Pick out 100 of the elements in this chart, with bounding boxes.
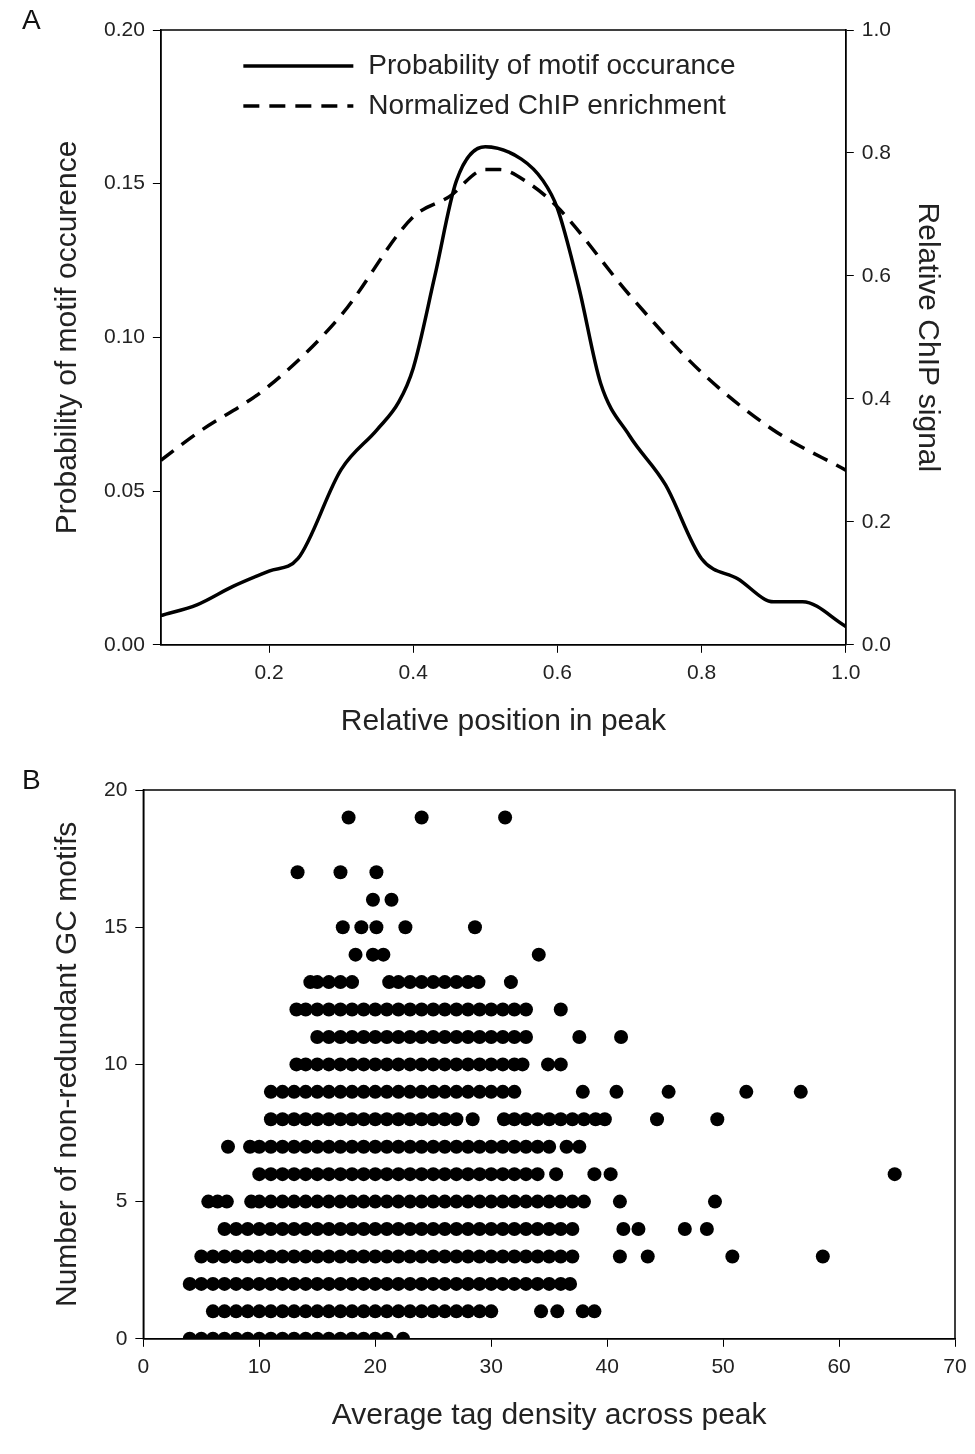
point <box>379 1084 394 1099</box>
point <box>484 1029 499 1044</box>
point <box>553 1194 568 1209</box>
point <box>437 1249 452 1264</box>
point <box>368 1112 383 1127</box>
point <box>240 1276 255 1291</box>
point <box>321 1057 336 1072</box>
point <box>333 1029 348 1044</box>
point <box>287 1249 302 1264</box>
point <box>240 1249 255 1264</box>
y-tick-label: 0.20 <box>104 16 145 40</box>
point <box>263 1139 278 1154</box>
point <box>368 1029 383 1044</box>
point <box>437 1084 452 1099</box>
point <box>368 1276 383 1291</box>
point <box>426 1276 441 1291</box>
point <box>345 1249 360 1264</box>
point <box>345 1222 360 1237</box>
point <box>449 1112 464 1127</box>
point <box>376 947 391 962</box>
point <box>321 1167 336 1182</box>
y2-tick-label: 0.4 <box>861 385 892 409</box>
point <box>565 1112 580 1127</box>
point <box>426 1167 441 1182</box>
point <box>614 1029 629 1044</box>
legend-label: Normalized ChIP enrichment <box>368 88 726 120</box>
point <box>365 892 380 907</box>
point <box>699 1222 714 1237</box>
point <box>542 1276 557 1291</box>
point <box>384 892 399 907</box>
point <box>461 1002 476 1017</box>
point <box>484 1194 499 1209</box>
x-tick-label: 0.4 <box>398 660 429 684</box>
point <box>725 1249 740 1264</box>
point <box>240 1222 255 1237</box>
point <box>793 1084 808 1099</box>
point <box>369 865 384 880</box>
point <box>461 1222 476 1237</box>
point <box>333 1139 348 1154</box>
point <box>467 920 482 935</box>
point <box>507 1084 522 1099</box>
x-axis-title: Average tag density across peak <box>331 1397 768 1431</box>
point <box>252 1276 267 1291</box>
point <box>549 1167 564 1182</box>
point <box>263 1222 278 1237</box>
point <box>356 1029 371 1044</box>
point <box>484 1139 499 1154</box>
x-tick-label: 10 <box>247 1354 271 1378</box>
point <box>484 1057 499 1072</box>
point <box>398 920 413 935</box>
point <box>572 1139 587 1154</box>
point <box>345 1084 360 1099</box>
point <box>368 1167 383 1182</box>
point <box>587 1304 602 1319</box>
point <box>287 1084 302 1099</box>
point <box>484 1276 499 1291</box>
point <box>356 1057 371 1072</box>
point <box>437 1139 452 1154</box>
point <box>437 1167 452 1182</box>
point <box>379 1029 394 1044</box>
point <box>290 865 305 880</box>
point <box>495 1194 510 1209</box>
point <box>345 1139 360 1154</box>
point <box>461 1304 476 1319</box>
point <box>426 1139 441 1154</box>
y2-tick-label: 0.2 <box>861 508 892 532</box>
point <box>484 1002 499 1017</box>
point <box>437 1304 452 1319</box>
point <box>205 1304 220 1319</box>
point <box>321 1139 336 1154</box>
point <box>403 1304 418 1319</box>
point <box>321 1112 336 1127</box>
point <box>345 1112 360 1127</box>
point <box>461 1276 476 1291</box>
point <box>530 1167 545 1182</box>
point <box>542 1139 557 1154</box>
point <box>559 1139 574 1154</box>
point <box>368 1222 383 1237</box>
y-axis-title: Probability of motif occurence <box>49 140 83 535</box>
point <box>461 1249 476 1264</box>
x-tick-label: 50 <box>711 1354 735 1378</box>
point <box>368 1304 383 1319</box>
point <box>495 1167 510 1182</box>
point <box>298 1249 313 1264</box>
y-tick-label: 0 <box>115 1325 128 1349</box>
point <box>449 1029 464 1044</box>
point <box>310 1167 325 1182</box>
point <box>287 1276 302 1291</box>
point <box>379 1276 394 1291</box>
point <box>472 1057 487 1072</box>
point <box>495 1084 510 1099</box>
point <box>426 1222 441 1237</box>
point <box>484 1167 499 1182</box>
x-tick-label: 0.6 <box>542 660 573 684</box>
x-tick-label: 40 <box>595 1354 619 1378</box>
point <box>707 1194 722 1209</box>
x-tick-label: 0.8 <box>687 660 717 684</box>
y-tick-label: 0.05 <box>104 477 145 501</box>
point <box>252 1222 267 1237</box>
point <box>507 1112 522 1127</box>
